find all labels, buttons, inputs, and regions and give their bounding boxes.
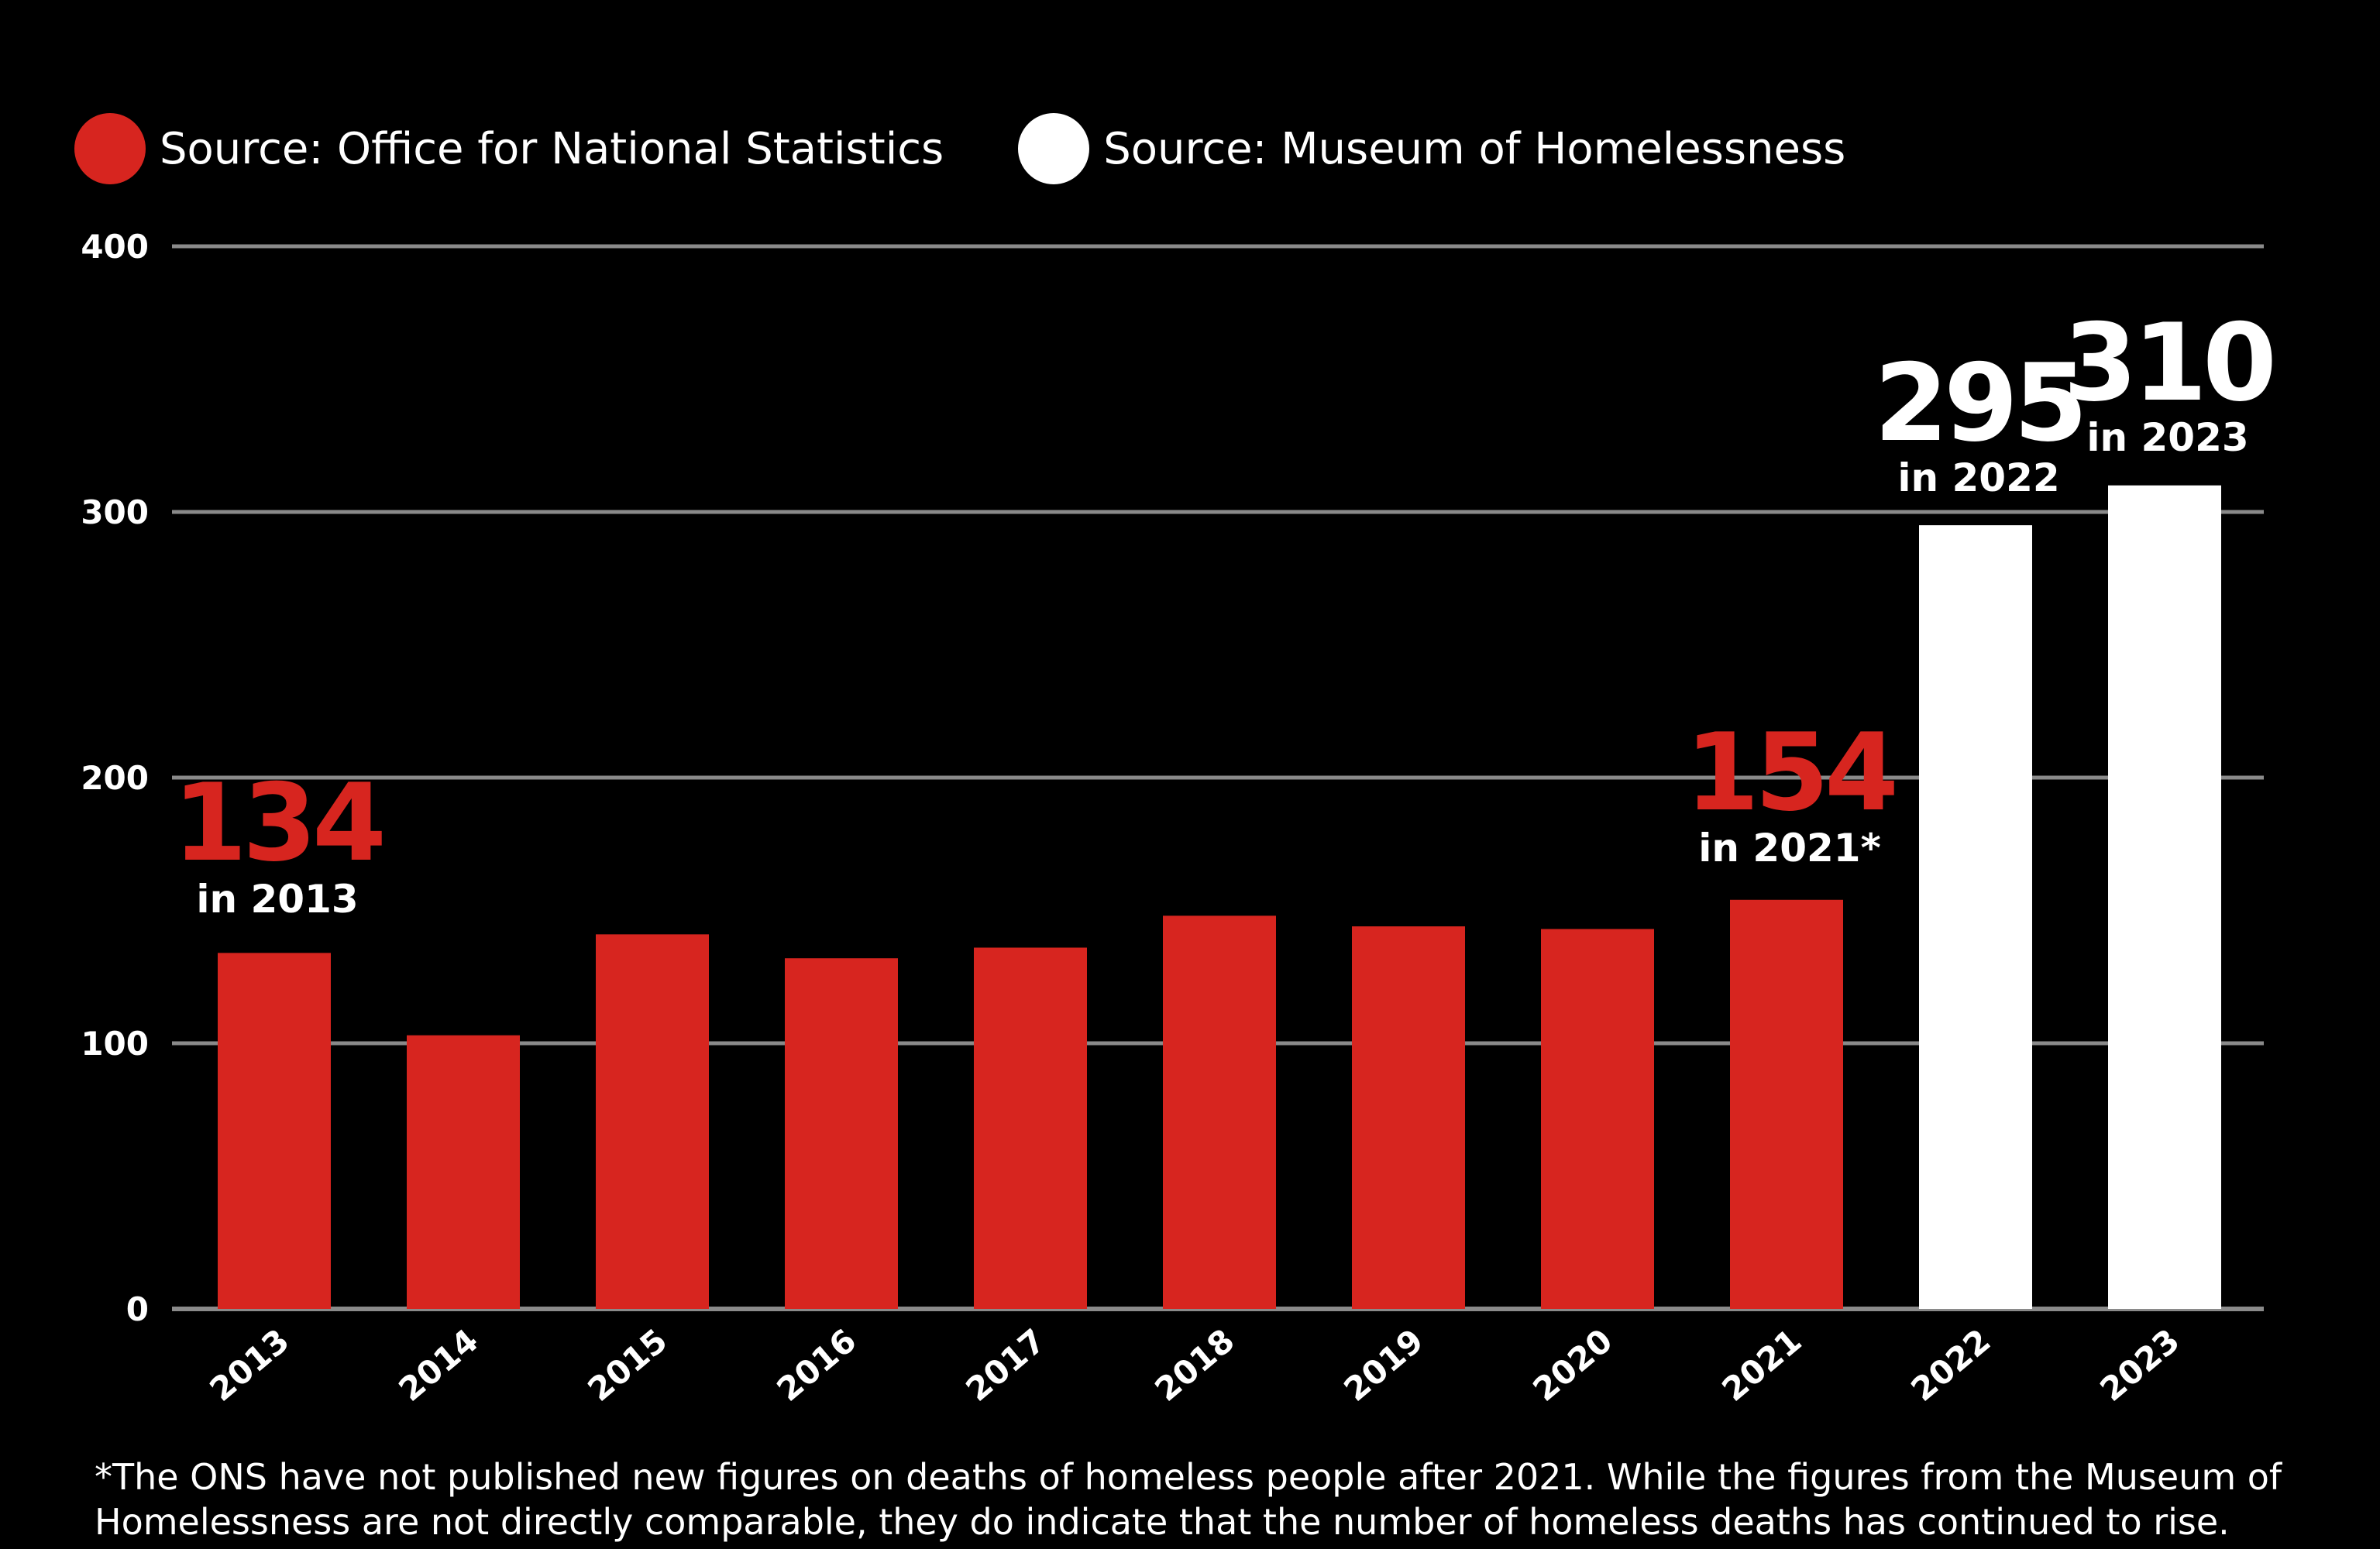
- annotation-value-2021: 154: [1685, 710, 1894, 835]
- x-tick-label: 2018: [1147, 1321, 1241, 1409]
- bar-ons-2015: [596, 934, 709, 1309]
- x-tick-label: 2021: [1714, 1321, 1808, 1409]
- bar-museum-2022: [1919, 525, 2032, 1309]
- annotation-value-2023: 310: [2063, 301, 2272, 425]
- x-tick-label: 2020: [1525, 1321, 1619, 1409]
- legend-item-ons: Source: Office for National Statistics: [74, 113, 944, 184]
- bar-ons-2020: [1541, 929, 1654, 1309]
- x-tick-label: 2013: [202, 1321, 296, 1409]
- x-tick-label: 2022: [1904, 1321, 1997, 1409]
- bar-museum-2023: [2108, 485, 2221, 1310]
- y-tick-label: 200: [81, 759, 149, 797]
- y-axis-tick-labels: 0 100 200 300 400: [81, 228, 149, 1328]
- bar-ons-2019: [1352, 926, 1465, 1309]
- bar-ons-2018: [1163, 915, 1276, 1309]
- annotation-value-2022: 295: [1874, 341, 2083, 465]
- y-tick-label: 0: [126, 1290, 149, 1328]
- chart-legend: Source: Office for National Statistics S…: [74, 113, 1920, 184]
- x-tick-label: 2019: [1336, 1321, 1430, 1409]
- x-tick-label: 2017: [958, 1321, 1052, 1409]
- footnote: *The ONS have not published new figures …: [95, 1456, 2282, 1543]
- annotation-sublabel-2022: in 2022: [1897, 455, 2059, 500]
- x-axis-tick-labels: 2013 2014 2015 2016 2017 2018 2019 2020 2021 2022…: [202, 1321, 2186, 1409]
- legend-label-museum: Source: Museum of Homelessness: [1103, 123, 1846, 174]
- legend-item-museum: Source: Museum of Homelessness: [1018, 113, 1845, 184]
- bar-ons-2016: [785, 958, 898, 1309]
- legend-label-ons: Source: Office for National Statistics: [160, 123, 944, 174]
- bars: [218, 485, 2221, 1310]
- y-tick-label: 100: [81, 1025, 149, 1063]
- annotation-value-2013: 134: [173, 761, 382, 885]
- bar-ons-2014: [407, 1035, 520, 1309]
- legend-swatch-museum: [1018, 113, 1090, 184]
- y-tick-label: 300: [81, 493, 149, 531]
- x-tick-label: 2016: [769, 1321, 863, 1409]
- x-tick-label: 2015: [580, 1321, 674, 1409]
- y-tick-label: 400: [81, 228, 149, 266]
- annotation-sublabel-2021: in 2021*: [1698, 826, 1880, 871]
- x-tick-label: 2014: [391, 1321, 485, 1409]
- bar-ons-2017: [974, 947, 1087, 1309]
- x-tick-label: 2023: [2093, 1321, 2186, 1409]
- legend-swatch-ons: [74, 113, 146, 184]
- annotation-sublabel-2013: in 2013: [196, 877, 358, 922]
- bar-ons-2021: [1730, 899, 1843, 1309]
- annotation-sublabel-2023: in 2023: [2086, 415, 2248, 460]
- bar-ons-2013: [218, 953, 331, 1309]
